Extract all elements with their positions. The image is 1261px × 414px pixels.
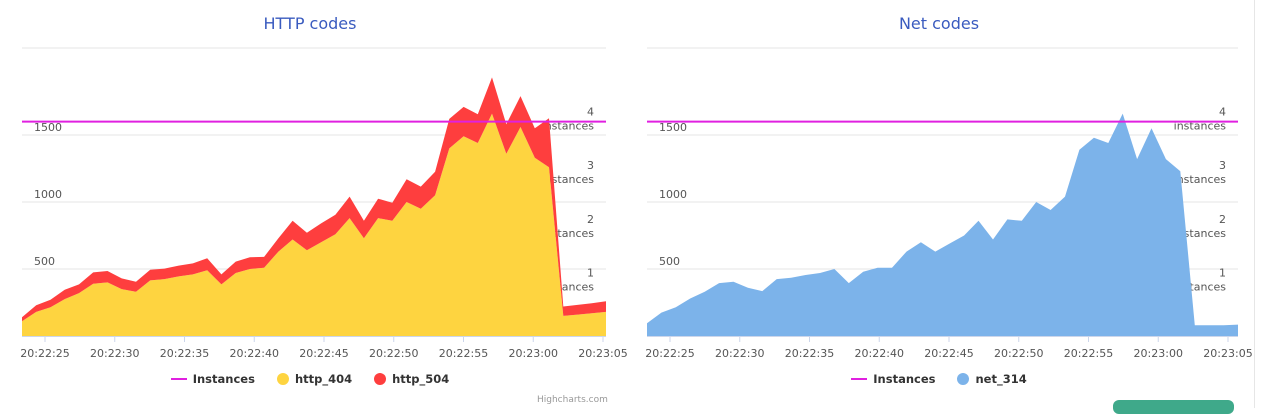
x-tick-label: 20:22:45 bbox=[924, 347, 973, 360]
y-tick-label: 1500 bbox=[659, 121, 687, 134]
http-codes-chart: HTTP codes 500 1000 1500 1 instances 2 instanc… bbox=[0, 0, 628, 408]
x-tick-label: 20:22:40 bbox=[855, 347, 904, 360]
secondary-tick-value: 4 bbox=[1219, 106, 1226, 119]
circle-symbol-icon bbox=[276, 373, 289, 385]
line-symbol-icon bbox=[170, 378, 187, 380]
legend-item-instances[interactable]: Instances bbox=[170, 372, 255, 386]
secondary-tick-unit: instances bbox=[1174, 173, 1227, 186]
y-tick-label: 1000 bbox=[659, 188, 687, 201]
legend: Instances http_404 http_504 bbox=[0, 372, 620, 386]
legend-item-http-504[interactable]: http_504 bbox=[374, 372, 449, 386]
x-tick-label: 20:22:55 bbox=[439, 347, 488, 360]
x-tick-label: 20:22:30 bbox=[90, 347, 139, 360]
http-codes-plot: 500100015001instances2instances3instance… bbox=[20, 47, 628, 360]
y-tick-label: 500 bbox=[34, 255, 55, 268]
secondary-tick-value: 2 bbox=[1219, 213, 1226, 226]
x-tick-label: 20:22:45 bbox=[299, 347, 348, 360]
secondary-tick-value: 3 bbox=[587, 159, 594, 172]
notification-pill[interactable] bbox=[1113, 400, 1234, 414]
x-tick-label: 20:23:00 bbox=[1134, 347, 1183, 360]
area-series-net_314[interactable] bbox=[647, 113, 1238, 336]
x-tick-label: 20:22:30 bbox=[715, 347, 764, 360]
line-symbol-icon bbox=[851, 378, 868, 380]
secondary-tick-unit: instances bbox=[1174, 227, 1227, 240]
y-tick-label: 1000 bbox=[34, 188, 62, 201]
x-tick-label: 20:22:35 bbox=[785, 347, 834, 360]
credit-link[interactable]: Highcharts.com bbox=[537, 395, 608, 405]
net-codes-plot: 500100015001instances2instances3instance… bbox=[645, 47, 1253, 360]
x-tick-label: 20:22:25 bbox=[645, 347, 694, 360]
x-tick-label: 20:22:40 bbox=[230, 347, 279, 360]
net-codes-chart: Net codes 500 1000 1500 1 instances 2 instance… bbox=[626, 0, 1252, 408]
x-tick-label: 20:22:25 bbox=[20, 347, 69, 360]
x-tick-label: 20:22:35 bbox=[160, 347, 209, 360]
panel-divider bbox=[1254, 0, 1255, 408]
secondary-tick-value: 2 bbox=[587, 213, 594, 226]
circle-symbol-icon bbox=[957, 373, 970, 385]
chart-title: HTTP codes bbox=[263, 14, 357, 33]
secondary-tick-unit: instances bbox=[1174, 120, 1227, 133]
circle-symbol-icon bbox=[374, 373, 387, 385]
x-tick-label: 20:22:50 bbox=[994, 347, 1043, 360]
secondary-tick-value: 4 bbox=[587, 106, 594, 119]
area-series-http_404[interactable] bbox=[22, 113, 606, 336]
x-tick-label: 20:23:00 bbox=[509, 347, 558, 360]
legend-item-http-404[interactable]: http_404 bbox=[276, 372, 352, 386]
y-tick-label: 500 bbox=[659, 255, 680, 268]
secondary-tick-unit: instances bbox=[542, 173, 595, 186]
x-tick-label: 20:23:05 bbox=[578, 347, 627, 360]
legend-item-net-314[interactable]: net_314 bbox=[957, 372, 1027, 386]
legend: Instances net_314 bbox=[626, 372, 1252, 386]
area-series-http_504[interactable] bbox=[22, 77, 606, 322]
secondary-tick-value: 1 bbox=[587, 266, 594, 279]
secondary-tick-value: 3 bbox=[1219, 159, 1226, 172]
legend-item-instances[interactable]: Instances bbox=[851, 372, 935, 386]
x-tick-label: 20:22:55 bbox=[1064, 347, 1113, 360]
secondary-tick-value: 1 bbox=[1219, 266, 1226, 279]
chart-title: Net codes bbox=[898, 14, 980, 33]
x-tick-label: 20:22:50 bbox=[369, 347, 418, 360]
y-tick-label: 1500 bbox=[34, 121, 62, 134]
x-tick-label: 20:23:05 bbox=[1203, 347, 1252, 360]
secondary-tick-unit: instances bbox=[542, 120, 595, 133]
